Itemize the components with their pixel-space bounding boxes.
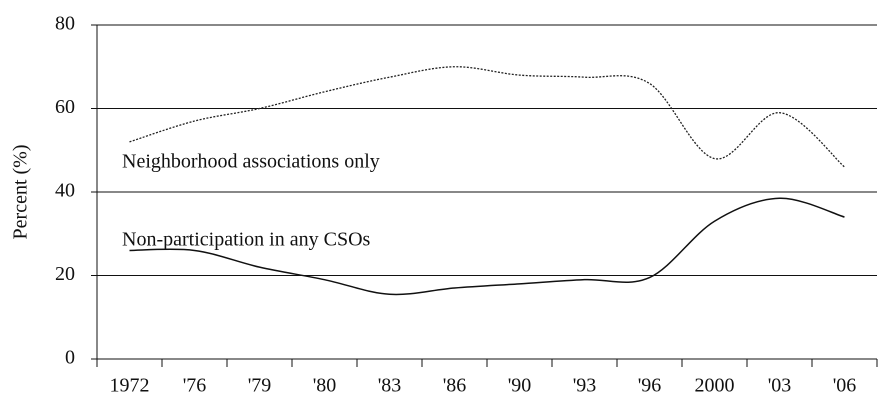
series-line [129, 66, 845, 168]
x-tick-label: '06 [833, 375, 857, 397]
x-tick-label: '80 [313, 375, 337, 397]
x-tick-label: '86 [443, 375, 467, 397]
y-tick-label: 0 [65, 347, 75, 369]
x-tick-label: '90 [508, 375, 532, 397]
y-tick-label: 80 [55, 13, 75, 35]
y-tick-label: 40 [55, 180, 75, 202]
x-tick-label: '96 [638, 375, 662, 397]
x-tick-label: '83 [378, 375, 402, 397]
series-label: Non-participation in any CSOs [122, 229, 371, 251]
y-tick-label: 20 [55, 263, 75, 285]
x-tick-label: '79 [248, 375, 272, 397]
x-tick-label: '03 [768, 375, 792, 397]
x-tick-label: 1972 [110, 375, 150, 397]
x-tick-label: 2000 [695, 375, 735, 397]
y-axis-label: Percent (%) [10, 145, 32, 240]
x-tick-label: '76 [183, 375, 207, 397]
series-line [129, 197, 845, 296]
series-label: Neighborhood associations only [122, 151, 380, 173]
x-tick-label: '93 [573, 375, 597, 397]
y-tick-label: 60 [55, 96, 75, 118]
